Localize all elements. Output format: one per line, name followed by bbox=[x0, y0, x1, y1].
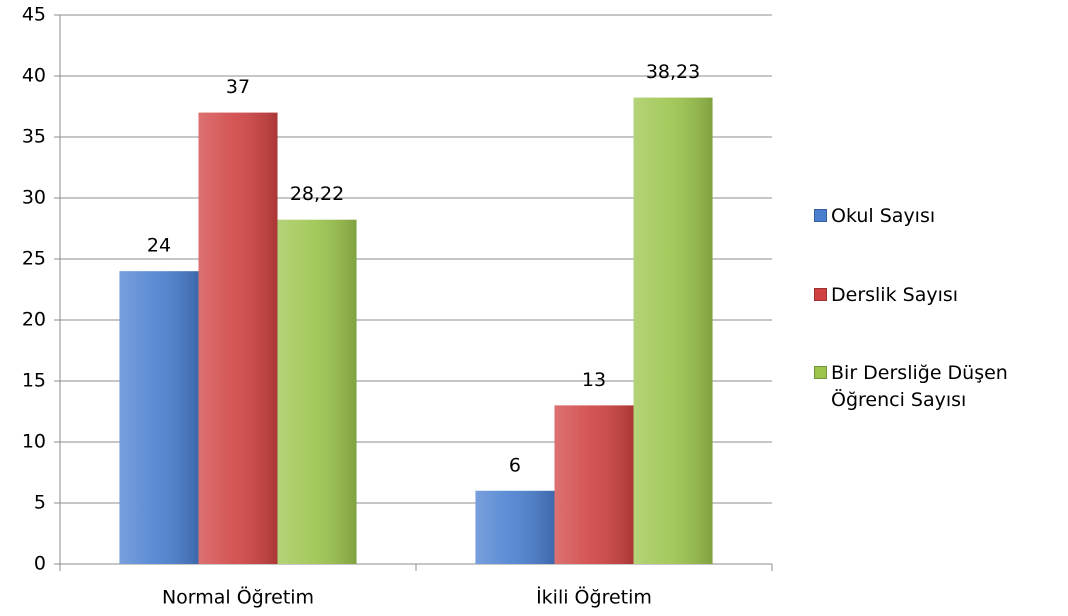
bar-shine bbox=[119, 271, 199, 564]
value-label: 37 bbox=[226, 76, 250, 98]
y-tick-label: 30 bbox=[22, 187, 46, 209]
legend-item: Derslik Sayısı bbox=[814, 282, 1051, 309]
value-label: 28,22 bbox=[290, 183, 344, 205]
value-label: 6 bbox=[509, 454, 521, 476]
bar-shine bbox=[277, 219, 357, 564]
x-tick-label: Normal Öğretim bbox=[162, 586, 314, 609]
y-tick-label: 20 bbox=[22, 309, 46, 331]
legend-swatch bbox=[814, 209, 827, 222]
y-tick-label: 15 bbox=[22, 370, 46, 392]
legend-swatch bbox=[814, 288, 827, 301]
legend-label: Bir Dersliğe Düşen Öğrenci Sayısı bbox=[831, 362, 1008, 411]
legend-swatch bbox=[814, 366, 827, 379]
bar-shine bbox=[475, 490, 555, 564]
y-tick-label: 5 bbox=[34, 492, 46, 514]
legend-label: Derslik Sayısı bbox=[831, 284, 959, 306]
y-tick-label: 45 bbox=[22, 4, 46, 26]
y-tick-label: 10 bbox=[22, 431, 46, 453]
bar-shine bbox=[554, 405, 634, 564]
y-tick-label: 0 bbox=[34, 553, 46, 575]
bar-shine bbox=[198, 112, 278, 564]
value-label: 13 bbox=[582, 369, 606, 391]
value-label: 24 bbox=[147, 235, 171, 257]
y-tick-label: 35 bbox=[22, 126, 46, 148]
legend-label: Okul Sayısı bbox=[831, 205, 936, 227]
legend-item: Okul Sayısı bbox=[814, 203, 1051, 230]
bar-shine bbox=[633, 97, 713, 565]
x-tick-label: İkili Öğretim bbox=[536, 586, 652, 609]
legend-item: Bir Dersliğe Düşen Öğrenci Sayısı bbox=[814, 360, 1051, 414]
y-tick-label: 25 bbox=[22, 248, 46, 270]
y-tick-label: 40 bbox=[22, 65, 46, 87]
value-label: 38,23 bbox=[646, 61, 700, 83]
